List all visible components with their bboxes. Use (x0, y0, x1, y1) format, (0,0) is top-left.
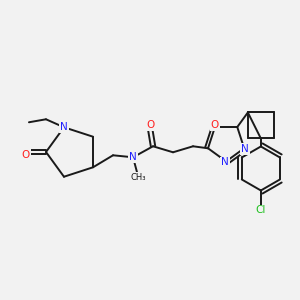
Text: Cl: Cl (256, 206, 266, 215)
Text: O: O (211, 120, 219, 130)
Text: N: N (221, 158, 229, 167)
Text: N: N (241, 144, 249, 154)
Text: CH₃: CH₃ (130, 173, 146, 182)
Text: O: O (146, 120, 154, 130)
Text: N: N (60, 122, 68, 132)
Text: N: N (129, 152, 137, 162)
Text: O: O (22, 150, 30, 160)
